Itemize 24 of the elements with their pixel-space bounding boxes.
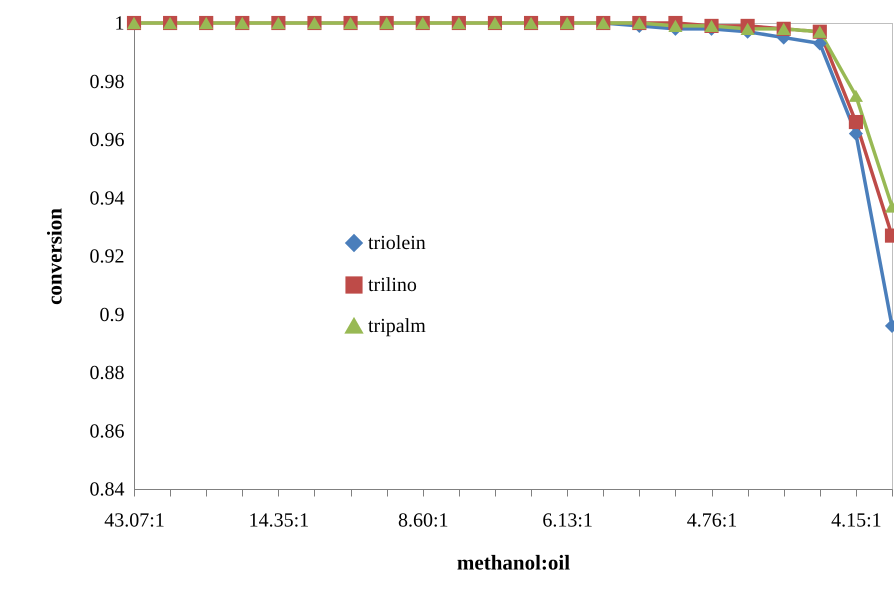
x-tick-label: 4.15:1 <box>831 510 882 532</box>
x-tick-label: 43.07:1 <box>104 510 165 532</box>
legend-label: trilino <box>368 274 417 296</box>
x-tick-label: 6.13:1 <box>542 510 593 532</box>
legend-label: triolein <box>368 232 426 254</box>
x-tick-label: 8.60:1 <box>398 510 449 532</box>
y-tick-label: 0.92 <box>90 246 124 268</box>
y-tick-label: 0.86 <box>90 420 124 442</box>
y-tick-label: 0.98 <box>90 70 124 93</box>
y-tick-label: 1 <box>114 12 124 34</box>
legend-label: tripalm <box>368 315 426 337</box>
y-tick-label: 0.96 <box>90 129 124 151</box>
point <box>740 22 755 35</box>
x-axis-title: methanol:oil <box>456 550 570 574</box>
y-tick-label: 0.84 <box>90 478 124 500</box>
y-tick-label: 0.9 <box>100 304 124 326</box>
x-tick-label: 4.76:1 <box>686 510 738 532</box>
point <box>848 114 863 130</box>
y-tick-label: 0.88 <box>90 362 124 384</box>
point <box>848 90 863 102</box>
point <box>668 20 682 32</box>
y-tick-label: 0.94 <box>90 187 124 210</box>
y-axis-title: conversion <box>42 208 66 305</box>
x-tick-label: 14.35:1 <box>248 510 310 532</box>
